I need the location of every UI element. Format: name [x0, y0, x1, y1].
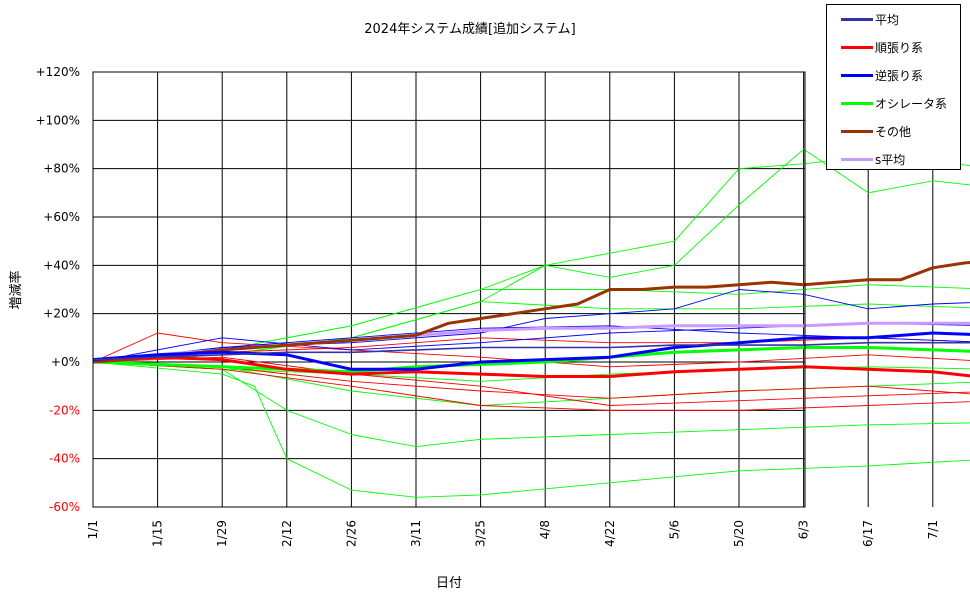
thin-series-line — [92, 361, 970, 448]
chart-title: 2024年システム成績[追加システム] — [364, 21, 575, 37]
legend-label: その他 — [875, 124, 912, 139]
x-tick-label: 1/15 — [151, 520, 165, 547]
x-tick-label: 4/22 — [603, 520, 617, 547]
y-tick-label: +80% — [43, 162, 80, 176]
legend-label: 順張り系 — [875, 40, 924, 55]
x-tick-label: 6/3 — [797, 520, 811, 539]
legend-swatch — [841, 157, 873, 161]
thin-series-line — [92, 156, 970, 363]
main-series-lines — [92, 261, 970, 378]
y-tick-label: +60% — [43, 210, 80, 224]
x-tick-label: 7/1 — [926, 520, 940, 539]
x-tick-label: 2/12 — [280, 520, 294, 547]
thin-series-line — [92, 361, 970, 498]
x-tick-label: 2/26 — [344, 520, 358, 547]
legend-item: 平均 — [827, 10, 899, 28]
y-tick-label: -20% — [49, 403, 80, 417]
y-tick-label: -40% — [49, 452, 80, 466]
series-line — [92, 341, 970, 361]
x-tick-label: 3/11 — [409, 520, 423, 547]
legend-item: 順張り系 — [827, 38, 923, 56]
legend-item: s平均 — [827, 150, 905, 168]
thin-series-line — [92, 325, 970, 363]
series-line — [92, 331, 970, 371]
grid — [92, 71, 934, 508]
series-line — [92, 355, 970, 378]
plot-frame — [92, 71, 806, 508]
x-tick-label: 3/25 — [474, 520, 488, 547]
x-tick-label: 4/8 — [538, 520, 552, 539]
legend-swatch — [841, 17, 873, 21]
series-line — [92, 346, 970, 374]
y-tick-label: -60% — [49, 500, 80, 514]
x-tick-label: 1/29 — [215, 520, 229, 547]
legend-swatch — [841, 45, 873, 49]
legend-label: 逆張り系 — [875, 68, 924, 83]
y-tick-labels: -60% -40% -20% +0% +20% +40% +60% +80% +100% +120… — [36, 65, 80, 514]
legend-label: s平均 — [875, 152, 906, 167]
x-tick-label: 1/1 — [86, 520, 100, 539]
legend-item: その他 — [827, 122, 911, 140]
y-tick-label: +100% — [36, 113, 80, 127]
y-axis-label: 増減率 — [8, 270, 24, 309]
legend-item: オシレータ系 — [827, 94, 947, 112]
x-tick-labels: 1/1 1/15 1/29 2/12 2/26 3/11 3/25 4/8 4/22 5/6 5/2… — [86, 520, 940, 547]
legend-label: 平均 — [875, 12, 900, 27]
y-tick-label: +120% — [36, 65, 80, 79]
legend-item: 逆張り系 — [827, 66, 923, 84]
y-tick-label: +0% — [51, 355, 80, 369]
y-tick-label: +40% — [43, 258, 80, 272]
thin-series-line — [92, 148, 970, 363]
series-line — [92, 261, 970, 364]
thin-series-line — [92, 284, 970, 363]
legend-swatch — [841, 129, 873, 133]
legend-swatch — [841, 73, 873, 77]
x-tick-label: 5/20 — [732, 520, 746, 547]
x-axis-label: 日付 — [436, 576, 462, 591]
legend: 平均順張り系逆張り系オシレータ系 その他 s平均 — [826, 4, 961, 170]
x-tick-label: 6/17 — [861, 520, 875, 547]
legend-label: オシレータ系 — [875, 96, 948, 111]
thin-series-line — [92, 356, 970, 406]
thin-series-line — [92, 361, 970, 411]
thin-series-line — [92, 361, 970, 399]
legend-swatch — [841, 101, 873, 105]
x-tick-label: 5/6 — [667, 520, 681, 539]
y-tick-label: +20% — [43, 307, 80, 321]
